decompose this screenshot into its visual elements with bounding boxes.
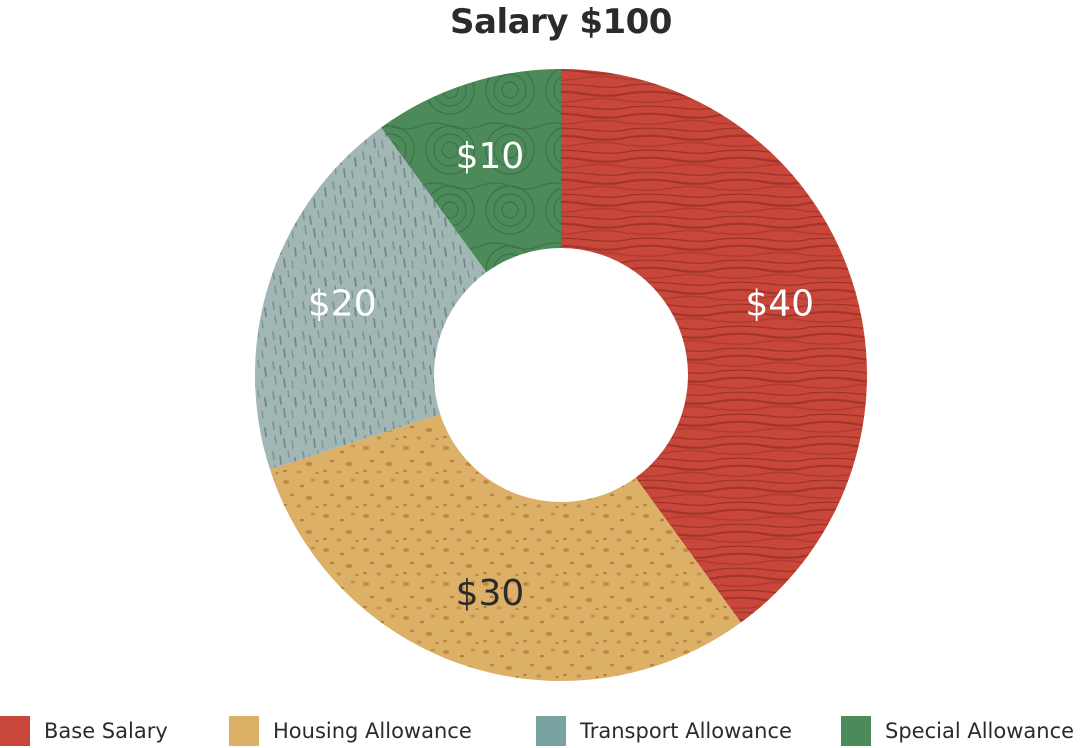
legend-swatch-housing-allowance <box>229 716 259 746</box>
slice-special-allowance <box>381 69 561 273</box>
chart-title: Salary $100 <box>450 2 672 42</box>
data-label-base-salary: $40 <box>745 283 814 324</box>
data-label-transport-allowance: $20 <box>308 283 377 324</box>
legend-swatch-base-salary <box>0 716 30 746</box>
slice-transport-allowance <box>255 127 487 470</box>
legend-label-housing-allowance: Housing Allowance <box>273 719 472 743</box>
legend-item-housing-allowance: Housing Allowance <box>229 714 472 748</box>
data-label-special-allowance: $10 <box>456 136 525 177</box>
data-label-housing-allowance: $30 <box>456 573 525 614</box>
legend-item-special-allowance: Special Allowance <box>841 714 1074 748</box>
slice-base-salary <box>561 69 868 623</box>
legend-label-base-salary: Base Salary <box>44 719 168 743</box>
slice-housing-allowance <box>269 414 741 681</box>
legend: Base Salary Housing Allowance Transport … <box>0 714 1080 748</box>
legend-swatch-special-allowance <box>841 716 871 746</box>
legend-item-base-salary: Base Salary <box>0 714 168 748</box>
legend-swatch-transport-allowance <box>536 716 566 746</box>
legend-label-transport-allowance: Transport Allowance <box>580 719 792 743</box>
legend-item-transport-allowance: Transport Allowance <box>536 714 792 748</box>
legend-label-special-allowance: Special Allowance <box>885 719 1075 743</box>
